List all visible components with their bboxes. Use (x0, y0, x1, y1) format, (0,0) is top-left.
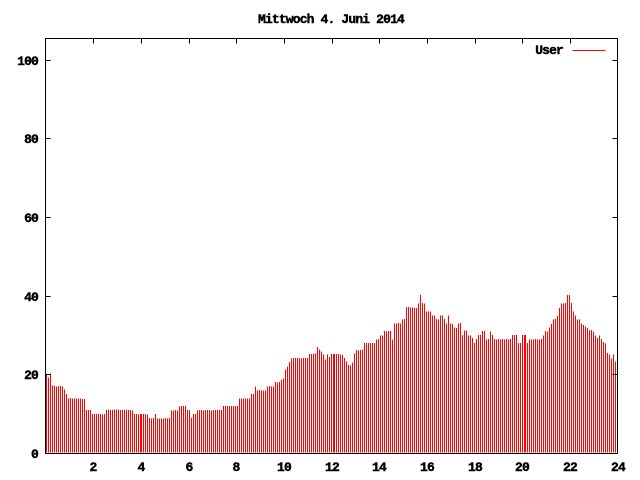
svg-text:10: 10 (277, 460, 292, 475)
svg-text:16: 16 (420, 460, 435, 475)
svg-text:22: 22 (563, 460, 578, 475)
svg-text:2: 2 (90, 460, 98, 475)
svg-text:4: 4 (138, 460, 146, 475)
svg-text:80: 80 (24, 132, 39, 147)
svg-text:8: 8 (233, 460, 241, 475)
svg-text:User: User (535, 43, 563, 58)
svg-text:20: 20 (24, 368, 39, 383)
svg-text:14: 14 (372, 460, 387, 475)
svg-text:18: 18 (468, 460, 483, 475)
svg-text:100: 100 (17, 54, 39, 69)
svg-text:12: 12 (325, 460, 340, 475)
svg-text:24: 24 (611, 460, 626, 475)
svg-text:6: 6 (186, 460, 194, 475)
svg-text:20: 20 (515, 460, 530, 475)
svg-text:0: 0 (31, 447, 39, 462)
svg-text:60: 60 (24, 211, 39, 226)
svg-text:Mittwoch 4. Juni 2014: Mittwoch 4. Juni 2014 (258, 12, 405, 27)
svg-text:40: 40 (24, 290, 39, 305)
